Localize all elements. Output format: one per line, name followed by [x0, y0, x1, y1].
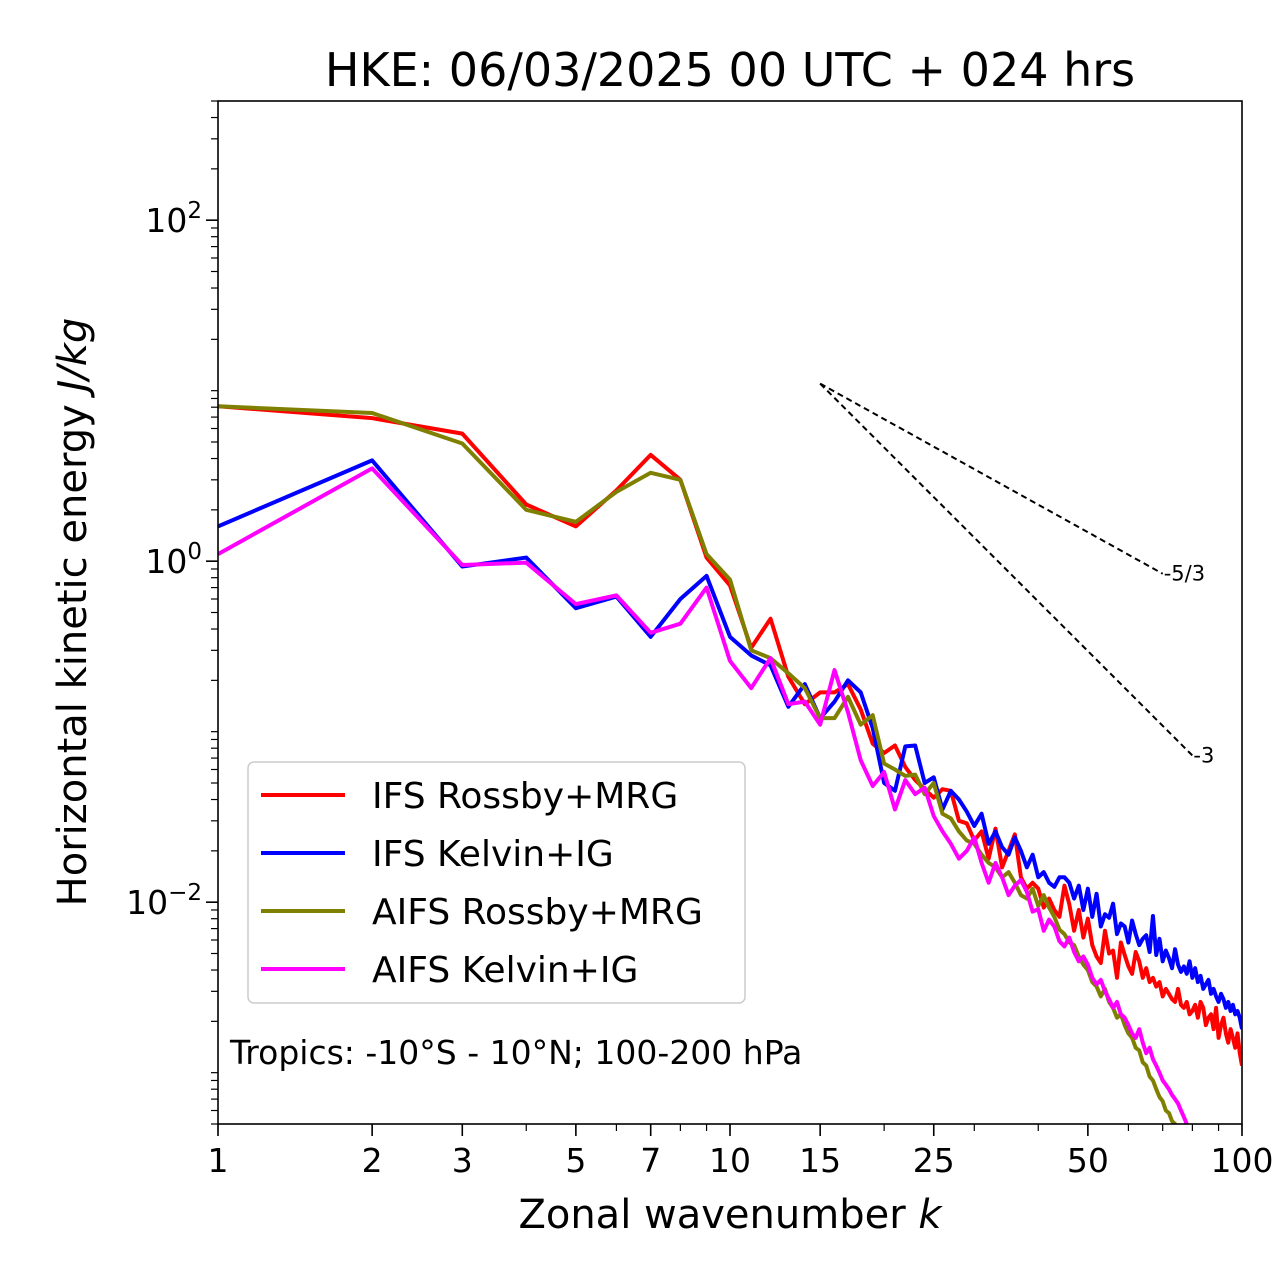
slope-line-1	[819, 382, 1164, 575]
legend-label-ifs-rossby-mrg: IFS Rossby+MRG	[372, 776, 678, 817]
slope-line-2	[819, 382, 1194, 757]
y-tick-label: 100	[145, 539, 202, 581]
legend-label-ifs-kelvin-ig: IFS Kelvin+IG	[372, 834, 614, 875]
region-annotation: Tropics: -10°S - 10°N; 100-200 hPa	[229, 1033, 802, 1072]
y-axis-label-text: Horizontal kinetic energy	[50, 392, 96, 907]
x-tick-label: 7	[640, 1141, 661, 1180]
series-line-ifs-kelvin-ig	[218, 458, 1242, 1030]
legend-label-aifs-kelvin-ig: AIFS Kelvin+IG	[372, 950, 638, 991]
x-tick-label: 3	[452, 1141, 473, 1180]
series-line-ifs-rossby-mrg	[218, 404, 1242, 1066]
x-axis-label-k: k	[918, 1192, 943, 1238]
chart-title: HKE: 06/03/2025 00 UTC + 024 hrs	[325, 43, 1135, 97]
x-axis-label-text: Zonal wavenumber	[518, 1192, 918, 1238]
legend-entries: IFS Rossby+MRG IFS Kelvin+IG AIFS Rossby+M…	[261, 776, 703, 991]
legend-label-aifs-rossby-mrg: AIFS Rossby+MRG	[372, 892, 703, 933]
x-tick-label: 100	[1211, 1141, 1274, 1180]
legend-box	[247, 761, 746, 1004]
series-line-aifs-kelvin-ig	[218, 466, 1190, 1124]
legend: IFS Rossby+MRG IFS Kelvin+IG AIFS Rossby+M…	[247, 761, 746, 1004]
x-axis-ticks: 1 2 3 5 7 10 15 25 50 100	[208, 1124, 1274, 1180]
x-tick-label: 10	[709, 1141, 751, 1180]
y-axis-ticks: 10−2 100 102	[126, 100, 218, 1125]
y-tick-label: 10−2	[126, 880, 202, 922]
x-tick-label: 1	[208, 1141, 229, 1180]
x-tick-label: 5	[565, 1141, 586, 1180]
slope-label-1: -5/3	[1164, 562, 1205, 586]
y-axis-label-units: J/kg	[50, 318, 96, 399]
slope-label-2: -3	[1193, 743, 1214, 767]
x-axis-label: Zonal wavenumber k	[518, 1192, 943, 1238]
x-tick-label: 25	[913, 1141, 955, 1180]
x-tick-label: 50	[1067, 1141, 1109, 1180]
x-tick-label: 2	[362, 1141, 383, 1180]
y-tick-label: 102	[145, 198, 202, 240]
x-tick-label: 15	[799, 1141, 841, 1180]
series-layer	[218, 404, 1242, 1124]
y-axis-label: Horizontal kinetic energy J/kg	[50, 318, 96, 907]
reference-slopes: -5/3 -3	[819, 382, 1214, 767]
